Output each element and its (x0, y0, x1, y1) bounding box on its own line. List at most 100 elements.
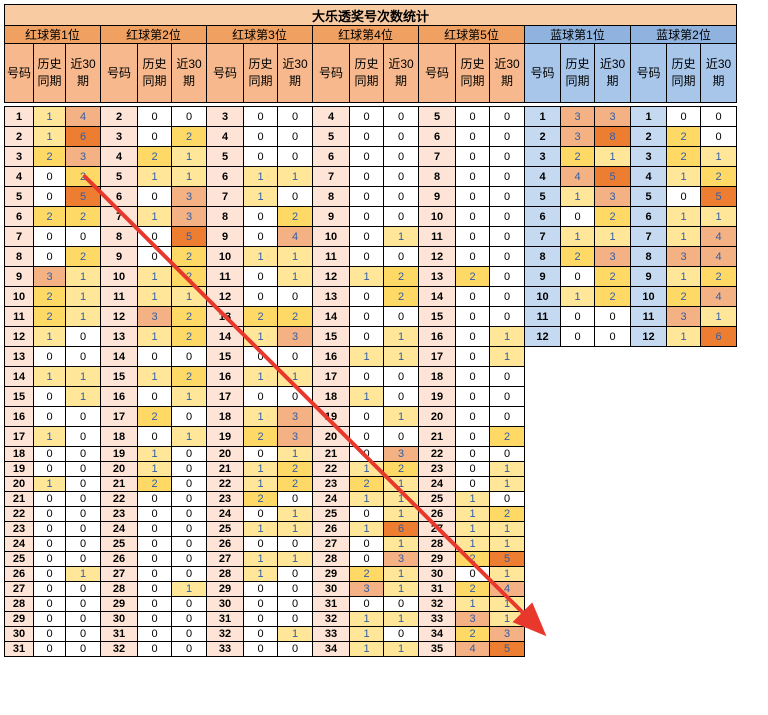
history-count-cell: 2 (666, 126, 701, 147)
empty-cell (700, 426, 737, 447)
recent30-count-cell: 0 (277, 346, 313, 367)
empty-cell (630, 346, 667, 367)
red-number-cell: 16 (4, 406, 34, 427)
history-count-cell: 0 (455, 306, 490, 327)
red-number-cell: 21 (4, 491, 34, 507)
recent30-count-cell: 2 (489, 426, 525, 447)
red-number-cell: 29 (206, 581, 244, 597)
empty-cell (524, 446, 561, 462)
empty-cell (560, 581, 595, 597)
red-number-cell: 9 (100, 246, 138, 267)
blue-number-cell: 2 (630, 126, 667, 147)
recent30-count-cell: 0 (171, 566, 207, 582)
recent30-count-cell: 0 (171, 551, 207, 567)
recent30-count-cell: 1 (489, 346, 525, 367)
red-number-cell: 4 (312, 106, 350, 127)
history-count-cell: 0 (33, 446, 66, 462)
recent30-count-cell: 0 (277, 596, 313, 612)
empty-cell (666, 426, 701, 447)
history-count-cell: 0 (33, 406, 66, 427)
history-count-cell: 0 (455, 286, 490, 307)
empty-cell (594, 641, 631, 657)
history-count-cell: 1 (666, 166, 701, 187)
red-number-cell: 9 (206, 226, 244, 247)
table-row: 20 1 0 21 2 0 22 1 2 23 2 1 24 0 1 (4, 476, 737, 492)
history-count-cell: 0 (243, 641, 278, 657)
history-count-cell: 1 (455, 596, 490, 612)
red-number-cell: 17 (4, 426, 34, 447)
col-header-recent30: 近30期 (700, 43, 737, 103)
history-count-cell: 2 (33, 146, 66, 167)
group-header: 红球第5位 (418, 25, 525, 44)
red-number-cell: 27 (206, 551, 244, 567)
red-number-cell: 35 (418, 641, 456, 657)
history-count-cell: 2 (137, 406, 172, 427)
recent30-count-cell: 6 (383, 521, 419, 537)
history-count-cell: 4 (455, 641, 490, 657)
empty-cell (524, 596, 561, 612)
history-count-cell: 1 (33, 326, 66, 347)
history-count-cell: 3 (560, 126, 595, 147)
blue-number-cell: 3 (524, 146, 561, 167)
history-count-cell: 0 (455, 126, 490, 147)
recent30-count-cell: 0 (489, 186, 525, 207)
empty-cell (524, 641, 561, 657)
recent30-count-cell: 0 (65, 426, 101, 447)
empty-cell (560, 551, 595, 567)
history-count-cell: 0 (137, 226, 172, 247)
recent30-count-cell: 0 (383, 186, 419, 207)
red-number-cell: 5 (100, 166, 138, 187)
red-number-cell: 23 (4, 521, 34, 537)
recent30-count-cell: 2 (700, 166, 737, 187)
history-count-cell: 0 (560, 266, 595, 287)
recent30-count-cell: 1 (277, 626, 313, 642)
red-number-cell: 19 (206, 426, 244, 447)
red-number-cell: 7 (206, 186, 244, 207)
history-count-cell: 1 (560, 186, 595, 207)
recent30-count-cell: 0 (277, 286, 313, 307)
history-count-cell: 0 (137, 426, 172, 447)
empty-cell (666, 461, 701, 477)
recent30-count-cell: 0 (489, 406, 525, 427)
history-count-cell: 2 (560, 246, 595, 267)
history-count-cell: 0 (33, 536, 66, 552)
recent30-count-cell: 0 (277, 126, 313, 147)
red-number-cell: 20 (206, 446, 244, 462)
recent30-count-cell: 0 (65, 551, 101, 567)
red-number-cell: 14 (4, 366, 34, 387)
history-count-cell: 0 (349, 366, 384, 387)
empty-cell (524, 521, 561, 537)
recent30-count-cell: 0 (383, 366, 419, 387)
red-number-cell: 6 (100, 186, 138, 207)
history-count-cell: 0 (243, 146, 278, 167)
recent30-count-cell: 1 (383, 226, 419, 247)
empty-cell (524, 366, 561, 387)
table-row: 7 0 0 8 0 5 9 0 4 10 0 1 11 0 0 7 1 1 7 1 4 (4, 226, 737, 247)
history-count-cell: 1 (455, 491, 490, 507)
history-count-cell: 0 (243, 286, 278, 307)
history-count-cell: 1 (243, 186, 278, 207)
history-count-cell: 0 (243, 266, 278, 287)
recent30-count-cell: 0 (65, 536, 101, 552)
red-number-cell: 5 (4, 186, 34, 207)
history-count-cell: 1 (455, 521, 490, 537)
history-count-cell: 0 (243, 206, 278, 227)
red-number-cell: 18 (100, 426, 138, 447)
history-count-cell: 1 (243, 521, 278, 537)
history-count-cell: 0 (455, 406, 490, 427)
red-number-cell: 20 (312, 426, 350, 447)
empty-cell (524, 566, 561, 582)
recent30-count-cell: 0 (65, 491, 101, 507)
blue-number-cell: 4 (524, 166, 561, 187)
recent30-count-cell: 1 (277, 446, 313, 462)
history-count-cell: 0 (137, 536, 172, 552)
history-count-cell: 2 (455, 551, 490, 567)
recent30-count-cell: 0 (277, 146, 313, 167)
empty-cell (594, 476, 631, 492)
empty-cell (700, 566, 737, 582)
history-count-cell: 1 (137, 366, 172, 387)
red-number-cell: 16 (418, 326, 456, 347)
col-header-recent30: 近30期 (594, 43, 631, 103)
